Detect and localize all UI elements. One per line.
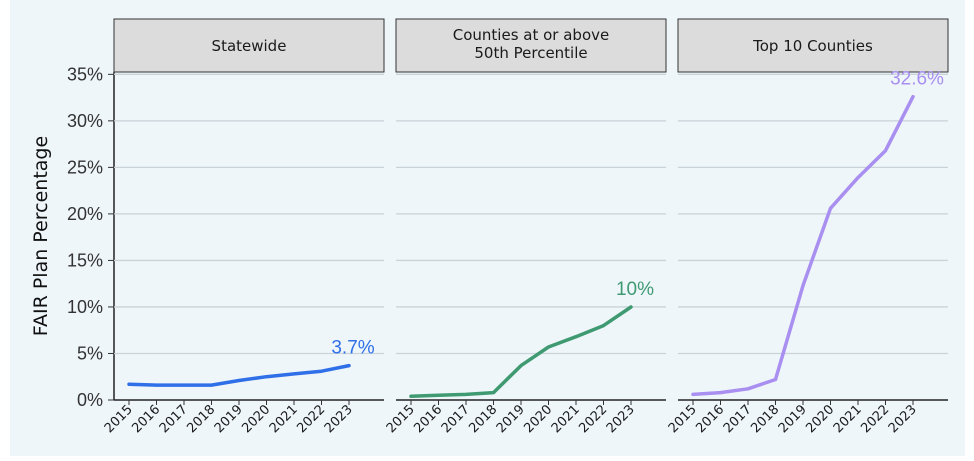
data-point (464, 392, 468, 396)
data-point (746, 387, 750, 391)
data-point (519, 364, 523, 368)
data-point (237, 378, 241, 382)
data-point (155, 383, 158, 387)
facet-strip (677, 18, 949, 73)
end-value-label: 10% (616, 279, 654, 300)
end-value-label: 3.7% (331, 338, 374, 359)
data-point (719, 391, 722, 395)
data-point (801, 284, 805, 288)
y-tick-label: 10% (67, 297, 103, 317)
data-point (437, 393, 440, 397)
data-point (911, 95, 915, 99)
y-tick-label: 35% (67, 64, 103, 84)
data-point (409, 394, 413, 398)
data-point (829, 206, 832, 210)
facet-title-line: Counties at or above (453, 26, 609, 44)
y-tick-label: 30% (67, 111, 103, 131)
facet-title-line: 50th Percentile (474, 44, 587, 62)
facet-strip (395, 18, 667, 73)
y-tick-label: 20% (67, 204, 103, 224)
data-point (347, 364, 351, 368)
y-tick-label: 15% (67, 250, 103, 270)
facet-title: Counties at or above 50th Percentile (453, 26, 609, 62)
data-point (691, 392, 695, 396)
data-point (856, 176, 860, 180)
y-tick-label: 5% (77, 343, 103, 363)
data-point (884, 149, 887, 153)
data-point (182, 383, 186, 387)
data-point (574, 335, 578, 339)
end-value-label: 32.6% (890, 69, 944, 90)
data-point (774, 378, 777, 382)
facet-strip (113, 18, 385, 73)
y-tick-label: 0% (77, 390, 103, 410)
y-axis-ticks: 0% 5% 10% 15% 20% 25% 30% 35% (67, 64, 114, 410)
plot-background (10, 0, 965, 456)
y-axis-title: FAIR Plan Percentage (30, 136, 52, 336)
data-point (547, 345, 550, 349)
y-tick-label: 25% (67, 157, 103, 177)
facet-title: Top 10 Counties (752, 37, 873, 55)
data-point (292, 372, 296, 376)
data-point (265, 375, 268, 379)
facet-title: Statewide (212, 37, 287, 55)
data-point (127, 382, 131, 386)
data-point (602, 324, 605, 328)
data-point (320, 369, 323, 373)
data-point (492, 391, 495, 395)
data-point (210, 383, 213, 387)
data-point (629, 305, 633, 309)
